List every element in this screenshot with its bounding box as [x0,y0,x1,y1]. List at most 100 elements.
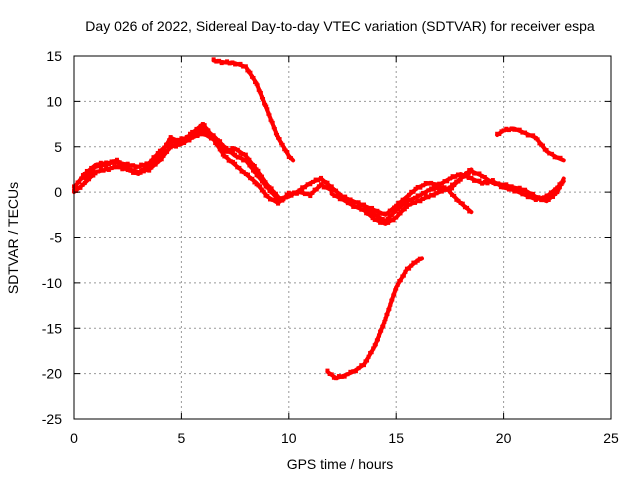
data-point [334,188,339,193]
data-point [224,155,229,160]
data-point [198,123,203,128]
data-point [267,113,272,118]
data-point [125,168,130,173]
data-point [523,192,528,197]
data-point [82,181,87,186]
data-point [284,192,289,197]
data-point [460,174,465,179]
data-point [445,179,450,184]
data-point [289,192,294,197]
data-point [467,168,472,173]
data-point [477,171,482,176]
x-axis-label: GPS time / hours [287,456,394,472]
series-track-top-20 [495,126,566,163]
data-point [398,200,403,205]
data-point [453,174,458,179]
data-point [243,152,248,157]
data-point [423,191,428,196]
data-point [400,201,405,206]
data-layer [72,57,566,381]
data-point [179,136,184,141]
data-point [442,179,447,184]
data-point [182,141,187,146]
data-point [454,197,459,202]
data-point [230,150,235,155]
data-point [370,210,375,215]
data-point [517,189,522,194]
data-point [365,358,370,363]
data-point [222,154,227,159]
series-track-mid-c [361,167,474,225]
data-point [93,164,98,169]
data-point [340,197,345,202]
data-point [375,337,380,342]
data-point [190,129,195,134]
data-point [98,160,103,165]
y-tick-label: -15 [42,320,62,336]
data-point [165,149,170,154]
data-point [525,191,530,196]
data-point [372,208,377,213]
data-point [104,166,109,171]
data-point [216,58,221,63]
data-point [380,216,385,221]
data-point [431,187,436,192]
data-point [114,165,119,170]
data-point [465,171,470,176]
data-point [235,165,240,170]
data-point [187,138,192,143]
data-point [388,218,393,223]
data-point [131,170,136,175]
data-point [353,200,358,205]
data-point [368,212,373,217]
data-point [398,211,403,216]
data-point [415,258,420,263]
data-point [345,201,350,206]
data-point [267,189,272,194]
data-point [308,194,313,199]
data-point [80,182,85,187]
data-point [434,191,439,196]
data-point [429,186,434,191]
data-point [392,205,397,210]
data-point [364,206,369,211]
data-point [378,220,383,225]
data-point [485,181,490,186]
data-point [557,185,562,190]
data-point [401,273,406,278]
data-point [348,201,353,206]
data-point [147,168,152,173]
data-point [139,162,144,167]
data-point [161,153,166,158]
data-point [396,200,401,205]
data-point [366,354,371,359]
data-point [252,169,257,174]
data-point [153,162,158,167]
data-point [252,180,257,185]
data-point [209,133,214,138]
data-point [387,306,392,311]
data-point [302,192,307,197]
data-point [167,138,172,143]
data-point [101,162,106,167]
data-point [450,192,455,197]
data-point [274,132,279,137]
data-point [305,191,310,196]
data-point [512,189,517,194]
data-point [409,189,414,194]
data-point [472,178,477,183]
data-point [391,218,396,223]
data-point [497,132,502,137]
data-point [168,140,173,145]
data-point [509,184,514,189]
data-point [372,212,377,217]
data-point [321,185,326,190]
data-point [294,191,299,196]
data-point [235,155,240,160]
data-point [243,64,248,69]
data-point [509,126,514,131]
data-point [248,70,253,75]
data-point [375,213,380,218]
data-point [171,138,176,143]
data-point [280,142,285,147]
